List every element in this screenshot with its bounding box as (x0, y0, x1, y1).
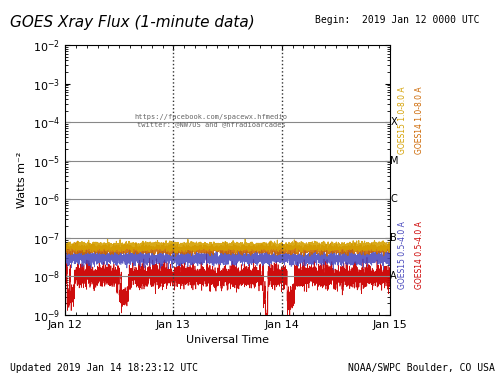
Text: NOAA/SWPC Boulder, CO USA: NOAA/SWPC Boulder, CO USA (348, 363, 495, 373)
Text: https://facebook.com/spacewx.hfmedio
twitter: @NW7US and @hfradioarcades: https://facebook.com/spacewx.hfmedio twi… (135, 114, 288, 127)
Text: GOES15 0.5-4.0 A: GOES15 0.5-4.0 A (398, 221, 407, 289)
Text: B: B (390, 233, 397, 243)
Text: A: A (390, 272, 397, 281)
Text: GOES14 1.0-8.0 A: GOES14 1.0-8.0 A (416, 86, 424, 154)
X-axis label: Universal Time: Universal Time (186, 335, 269, 345)
Text: Begin:  2019 Jan 12 0000 UTC: Begin: 2019 Jan 12 0000 UTC (315, 15, 480, 25)
Text: C: C (390, 194, 397, 204)
Text: X: X (390, 117, 397, 127)
Text: GOES Xray Flux (1-minute data): GOES Xray Flux (1-minute data) (10, 15, 255, 30)
Text: GOES14 0.5-4.0 A: GOES14 0.5-4.0 A (416, 221, 424, 289)
Y-axis label: Watts m⁻²: Watts m⁻² (18, 152, 28, 208)
Text: GOES15 1.0-8.0 A: GOES15 1.0-8.0 A (398, 86, 407, 154)
Text: Updated 2019 Jan 14 18:23:12 UTC: Updated 2019 Jan 14 18:23:12 UTC (10, 363, 198, 373)
Text: M: M (390, 156, 399, 166)
